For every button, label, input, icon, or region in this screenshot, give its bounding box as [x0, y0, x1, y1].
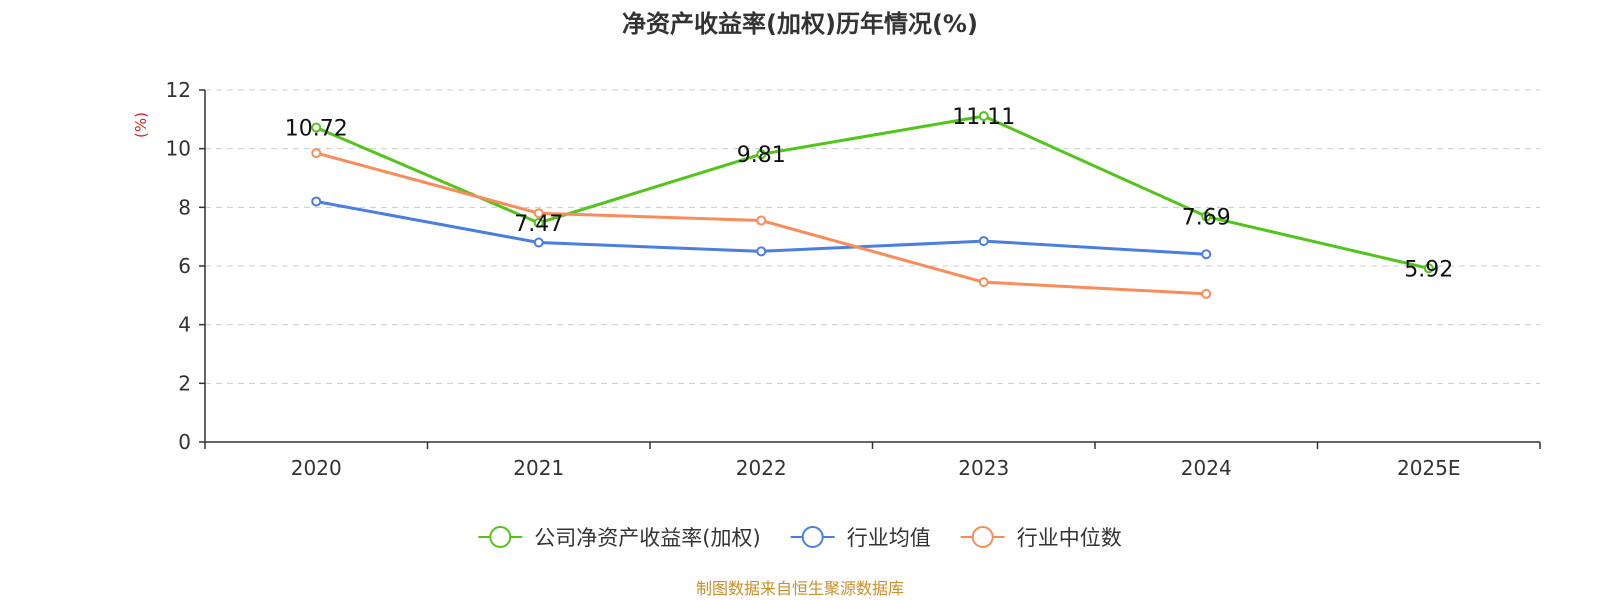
data-point: [311, 148, 322, 159]
x-tick-label: 2022: [736, 456, 787, 480]
data-label: 10.72: [285, 117, 348, 142]
data-point: [1201, 288, 1212, 299]
data-point: [1201, 211, 1212, 222]
data-point: [533, 237, 544, 248]
data-point: [1423, 263, 1434, 274]
x-tick-label: 2025E: [1397, 456, 1461, 480]
data-point: [756, 215, 767, 226]
grid-lines: [205, 89, 1540, 384]
legend-marker-icon: [971, 526, 994, 548]
chart-title: 净资产收益率(加权)历年情况(%): [622, 10, 978, 38]
y-tick-label: 2: [178, 371, 191, 395]
y-tick-label: 12: [166, 78, 191, 102]
legend-item-2: 行业中位数: [960, 526, 1122, 550]
data-label: 5.92: [1404, 257, 1453, 282]
data-point: [978, 277, 989, 288]
data-point: [1201, 249, 1212, 260]
legend-item-0: 公司净资产收益率(加权): [478, 526, 761, 550]
axes: 0 2 4 6 8 10 12 2020 2021 2022 2023 2024 2025E: [166, 78, 1541, 480]
legend-item-1: 行业均值: [790, 526, 931, 550]
data-point: [978, 111, 989, 122]
legend-marker-icon: [801, 526, 824, 548]
data-point: [533, 208, 544, 219]
x-tick-label: 2024: [1181, 456, 1232, 480]
data-label: 7.69: [1182, 205, 1231, 230]
data-labels: 10.72 7.47 9.81 11.11 7.69 5.92: [285, 105, 1453, 282]
y-tick-label: 10: [166, 137, 191, 161]
legend-label: 行业中位数: [1017, 526, 1122, 550]
y-axis-unit-label: (%): [132, 112, 150, 138]
data-label: 9.81: [737, 143, 786, 168]
series-line-0: [315, 114, 1430, 270]
data-point: [978, 236, 989, 247]
y-tick-label: 8: [178, 195, 191, 219]
data-point: [533, 217, 544, 228]
y-tick-label: 6: [178, 254, 191, 278]
y-tick-label: 4: [178, 313, 191, 337]
source-note: 制图数据来自恒生聚源数据库: [696, 579, 904, 598]
data-point: [756, 149, 767, 160]
data-label: 7.47: [514, 212, 563, 237]
x-tick-label: 2023: [958, 456, 1009, 480]
data-point: [311, 196, 322, 207]
x-tick-label: 2021: [513, 456, 564, 480]
x-tick-label: 2020: [291, 456, 342, 480]
y-tick-label: 0: [178, 430, 191, 454]
data-point: [311, 122, 322, 133]
data-label: 11.11: [952, 105, 1015, 130]
legend-marker-icon: [489, 526, 512, 548]
legend: 公司净资产收益率(加权) 行业均值 行业中位数: [478, 526, 1122, 550]
data-point: [756, 246, 767, 257]
legend-label: 行业均值: [847, 526, 931, 550]
legend-label: 公司净资产收益率(加权): [534, 526, 760, 550]
series-lines: [311, 111, 1434, 299]
